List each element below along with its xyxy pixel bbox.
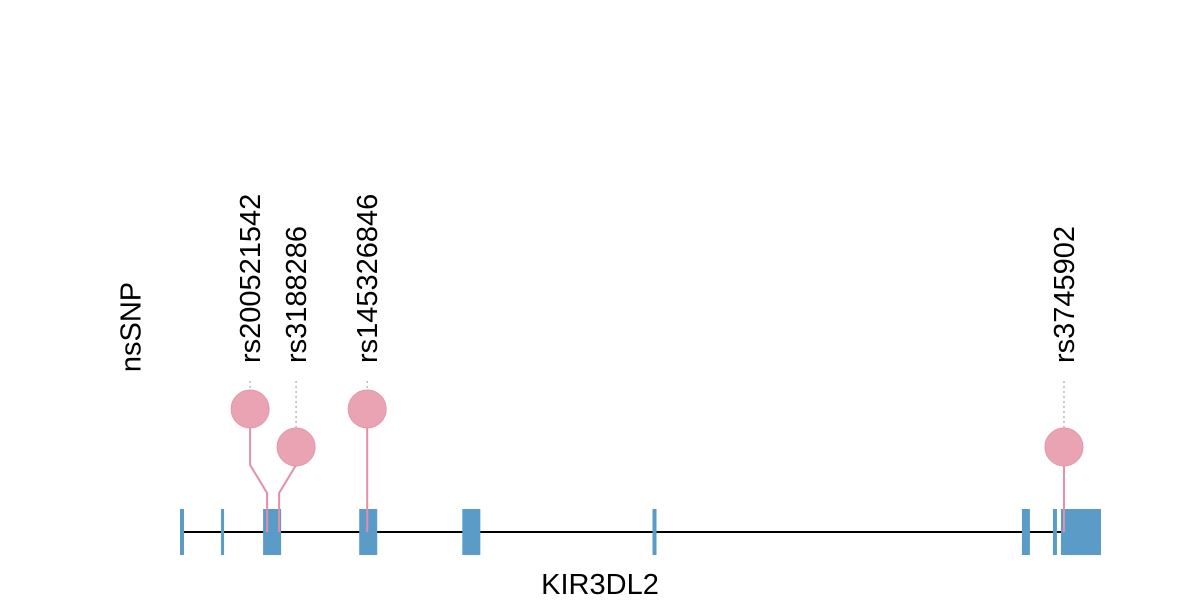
snp-label: rs3188286 — [281, 226, 313, 363]
snp-head — [230, 389, 270, 429]
snp-head — [1044, 427, 1084, 467]
exon — [652, 509, 657, 555]
exon — [359, 509, 378, 555]
snp-label: rs200521542 — [235, 194, 267, 363]
snp-rs200521542: rs200521542 — [230, 194, 270, 532]
exon — [1021, 509, 1030, 555]
exon — [1052, 509, 1057, 555]
snp-head — [276, 427, 316, 467]
gene-name: KIR3DL2 — [541, 569, 659, 600]
snp-rs3188286: rs3188286 — [276, 226, 316, 532]
track-label: nsSNP — [116, 282, 148, 372]
exon — [462, 509, 481, 555]
snp-head — [347, 389, 387, 429]
snp-rs145326846: rs145326846 — [347, 194, 387, 532]
snp-stem — [249, 409, 269, 532]
gene-model — [180, 509, 1101, 555]
snp-label: rs3745902 — [1049, 226, 1081, 363]
exon — [1060, 509, 1101, 555]
snp-markers: rs200521542 rs3188286 rs145326846 rs3745902 — [230, 194, 1084, 532]
snp-label: rs145326846 — [352, 194, 384, 363]
exon — [221, 509, 225, 555]
snp-rs3745902: rs3745902 — [1044, 226, 1084, 532]
exon — [180, 509, 185, 555]
